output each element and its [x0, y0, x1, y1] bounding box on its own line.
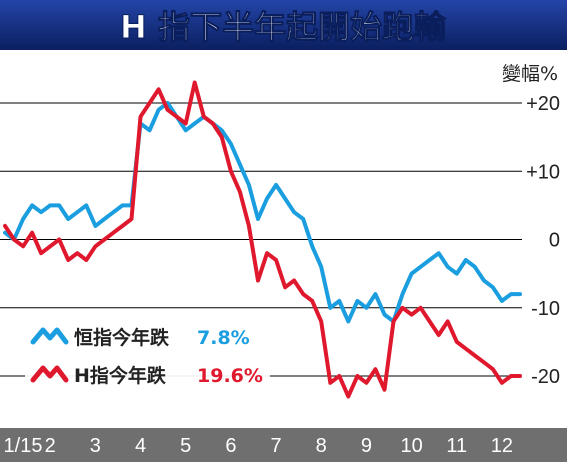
- series-layer: [3, 80, 522, 399]
- y-tick-layer: +20 +10 0 -10 -20: [526, 93, 560, 388]
- legend: 恒指今年跌 7.8% H指今年跌 19.6%: [25, 318, 270, 390]
- x-tick-label: 10: [400, 435, 422, 457]
- y-tick-label: -10: [531, 298, 560, 320]
- x-tick-label: 9: [361, 435, 372, 457]
- x-tick-label: 1/15: [4, 435, 43, 457]
- x-tick-label: 3: [90, 435, 101, 457]
- y-tick-label: +20: [526, 93, 560, 115]
- blue-zigzag-line-icon: [30, 327, 69, 345]
- y-tick-label: 0: [549, 230, 560, 252]
- x-tick-label: 5: [180, 435, 191, 457]
- title-bar: [0, 0, 567, 50]
- legend-hsi-change: 7.8%: [197, 327, 250, 349]
- x-tick-label: 2: [45, 435, 56, 457]
- x-tick-label: 12: [491, 435, 513, 457]
- legend-hscei-change: 19.6%: [197, 365, 263, 387]
- y-axis-label: 變幅%: [502, 63, 558, 85]
- legend-hsi-name: 恒指今年跌: [74, 326, 170, 349]
- legend-item-hscei: H指今年跌 19.6%: [30, 364, 263, 387]
- y-tick-label: +10: [526, 161, 560, 183]
- x-tick-label: 7: [270, 435, 281, 457]
- y-tick-label: -20: [531, 366, 560, 388]
- series-line-hscei: [3, 80, 522, 399]
- x-tick-label: 6: [225, 435, 236, 457]
- x-tick-label: 11: [446, 435, 467, 457]
- grid-layer: [0, 102, 522, 377]
- chart-title: H 指下半年起開始跑輸: [120, 8, 447, 46]
- x-tick-label: 8: [316, 435, 327, 457]
- legend-hscei-name: H指今年跌: [74, 364, 167, 387]
- legend-item-hsi: 恒指今年跌 7.8%: [30, 326, 250, 349]
- x-axis-bar: [0, 428, 567, 462]
- x-tick-label: 4: [135, 435, 146, 457]
- red-zigzag-line-icon: [30, 365, 69, 383]
- x-tick-layer: 1/15 2 3 4 5 6 7 8 9 10 11 12: [4, 435, 514, 457]
- series-line-hsi: [3, 101, 522, 324]
